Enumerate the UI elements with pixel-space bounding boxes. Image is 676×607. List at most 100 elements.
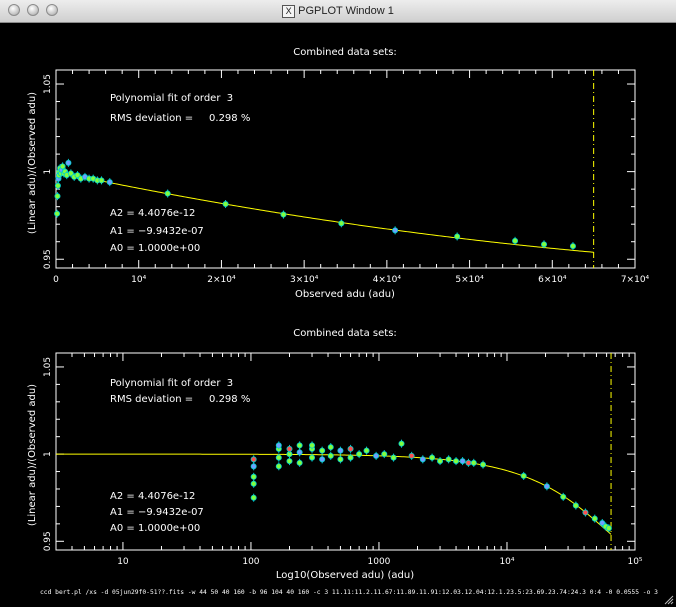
bottom-point-marker xyxy=(275,454,282,461)
bottom-point-marker xyxy=(419,456,426,463)
bottom-data-point xyxy=(250,493,257,502)
bottom-data-point xyxy=(319,446,326,455)
bottom-y-tick-label: 0.95 xyxy=(43,531,53,551)
bottom-data-point xyxy=(480,460,487,469)
top-data-point xyxy=(454,232,461,241)
top-data-point xyxy=(74,171,81,180)
bottom-panel-title: Combined data sets: xyxy=(293,328,397,339)
bottom-point-marker xyxy=(347,445,354,452)
top-data-point xyxy=(59,162,66,171)
top-point-marker xyxy=(54,193,61,200)
bottom-point-marker xyxy=(390,454,397,461)
top-point-marker xyxy=(222,201,229,208)
bottom-point-marker xyxy=(250,463,257,470)
bottom-data-point xyxy=(296,448,303,457)
bottom-data-point xyxy=(275,462,282,471)
top-data-point xyxy=(164,189,171,198)
zoom-button[interactable] xyxy=(46,4,58,16)
top-data-point xyxy=(94,176,101,185)
bottom-point-marker xyxy=(459,458,466,465)
bottom-y-tick-label: 1 xyxy=(43,451,53,457)
bottom-data-point xyxy=(337,446,344,455)
bottom-point-marker xyxy=(560,493,567,500)
minimize-button[interactable] xyxy=(27,4,39,16)
bottom-point-marker xyxy=(309,454,316,461)
bottom-point-marker xyxy=(309,442,316,449)
top-point-marker xyxy=(54,210,61,217)
top-panel-ylabel: (Linear adu)/(Observed adu) xyxy=(27,92,38,234)
bottom-point-marker xyxy=(250,473,257,480)
top-fit-curve xyxy=(55,171,594,253)
bottom-panel-xlabel: Log10(Observed adu) (adu) xyxy=(276,570,414,581)
bottom-data-point xyxy=(560,492,567,501)
bottom-point-marker xyxy=(437,458,444,465)
bottom-annotation-a0: A0 = 1.0000e+00 xyxy=(110,523,200,534)
top-data-point xyxy=(54,181,61,190)
bottom-data-point xyxy=(419,455,426,464)
close-button[interactable] xyxy=(8,4,20,16)
top-data-point xyxy=(98,176,105,185)
top-point-marker xyxy=(54,182,61,189)
bottom-x-tick-label: 100 xyxy=(242,557,259,567)
bottom-point-marker xyxy=(470,459,477,466)
top-data-point xyxy=(222,200,229,209)
window-title-area: X PGPLOT Window 1 xyxy=(0,0,676,22)
top-point-marker xyxy=(98,177,105,184)
bottom-data-point xyxy=(327,451,334,460)
top-data-point xyxy=(65,158,72,167)
bottom-point-marker xyxy=(327,452,334,459)
bottom-data-point xyxy=(459,457,466,466)
bottom-data-point xyxy=(250,472,257,481)
top-point-marker xyxy=(164,190,171,197)
bottom-data-point xyxy=(373,451,380,460)
bottom-data-point xyxy=(390,453,397,462)
bottom-data-point xyxy=(453,457,460,466)
resize-grip-icon[interactable] xyxy=(662,593,674,605)
top-x-tick-label: 0 xyxy=(53,275,59,285)
top-x-tick-label: 2×10⁴ xyxy=(207,275,236,285)
top-data-point xyxy=(569,242,576,251)
bottom-data-point xyxy=(347,444,354,453)
top-annotation-a0: A0 = 1.0000e+00 xyxy=(110,243,200,254)
bottom-data-point xyxy=(437,457,444,466)
bottom-annotation-fit-order: Polynomial fit of order 3 xyxy=(110,378,233,389)
bottom-point-marker xyxy=(429,454,436,461)
top-plot-frame xyxy=(55,69,636,269)
top-y-tick-label: 1.05 xyxy=(43,74,53,94)
top-point-marker xyxy=(569,243,576,250)
bottom-data-point xyxy=(445,455,452,464)
bottom-data-point xyxy=(599,518,606,527)
bottom-data-point xyxy=(250,455,257,464)
bottom-point-marker xyxy=(347,454,354,461)
top-data-point xyxy=(54,209,61,218)
bottom-point-marker xyxy=(465,459,472,466)
bottom-point-marker xyxy=(319,447,326,454)
bottom-point-marker xyxy=(373,452,380,459)
title-bar[interactable]: X PGPLOT Window 1 xyxy=(0,0,676,23)
bottom-data-point xyxy=(296,458,303,467)
bottom-point-marker xyxy=(286,445,293,452)
bottom-data-point xyxy=(250,462,257,471)
top-x-tick-label: 5×10⁴ xyxy=(455,275,484,285)
bottom-point-marker xyxy=(408,452,415,459)
bottom-point-marker xyxy=(296,449,303,456)
bottom-panel-ylabel: (Linear adu)/(Observed adu) xyxy=(27,384,38,526)
bottom-data-point xyxy=(319,455,326,464)
bottom-point-marker xyxy=(337,456,344,463)
bottom-data-point xyxy=(520,471,527,480)
top-annotation-a2: A2 = 4.4076e-12 xyxy=(110,208,195,219)
bottom-point-marker xyxy=(296,442,303,449)
bottom-panel: Combined data sets: (Linear adu)/(Observ… xyxy=(27,328,643,581)
bottom-data-point xyxy=(605,524,612,533)
top-point-marker xyxy=(280,211,287,218)
bottom-data-point xyxy=(429,453,436,462)
bottom-point-marker xyxy=(582,509,589,516)
top-data-point xyxy=(54,192,61,201)
bottom-data-point xyxy=(250,479,257,488)
top-point-marker xyxy=(541,241,548,248)
bottom-data-point xyxy=(309,453,316,462)
top-point-marker xyxy=(59,163,66,170)
bottom-point-marker xyxy=(327,444,334,451)
bottom-x-tick-label: 10⁴ xyxy=(499,557,514,567)
bottom-point-marker xyxy=(250,456,257,463)
